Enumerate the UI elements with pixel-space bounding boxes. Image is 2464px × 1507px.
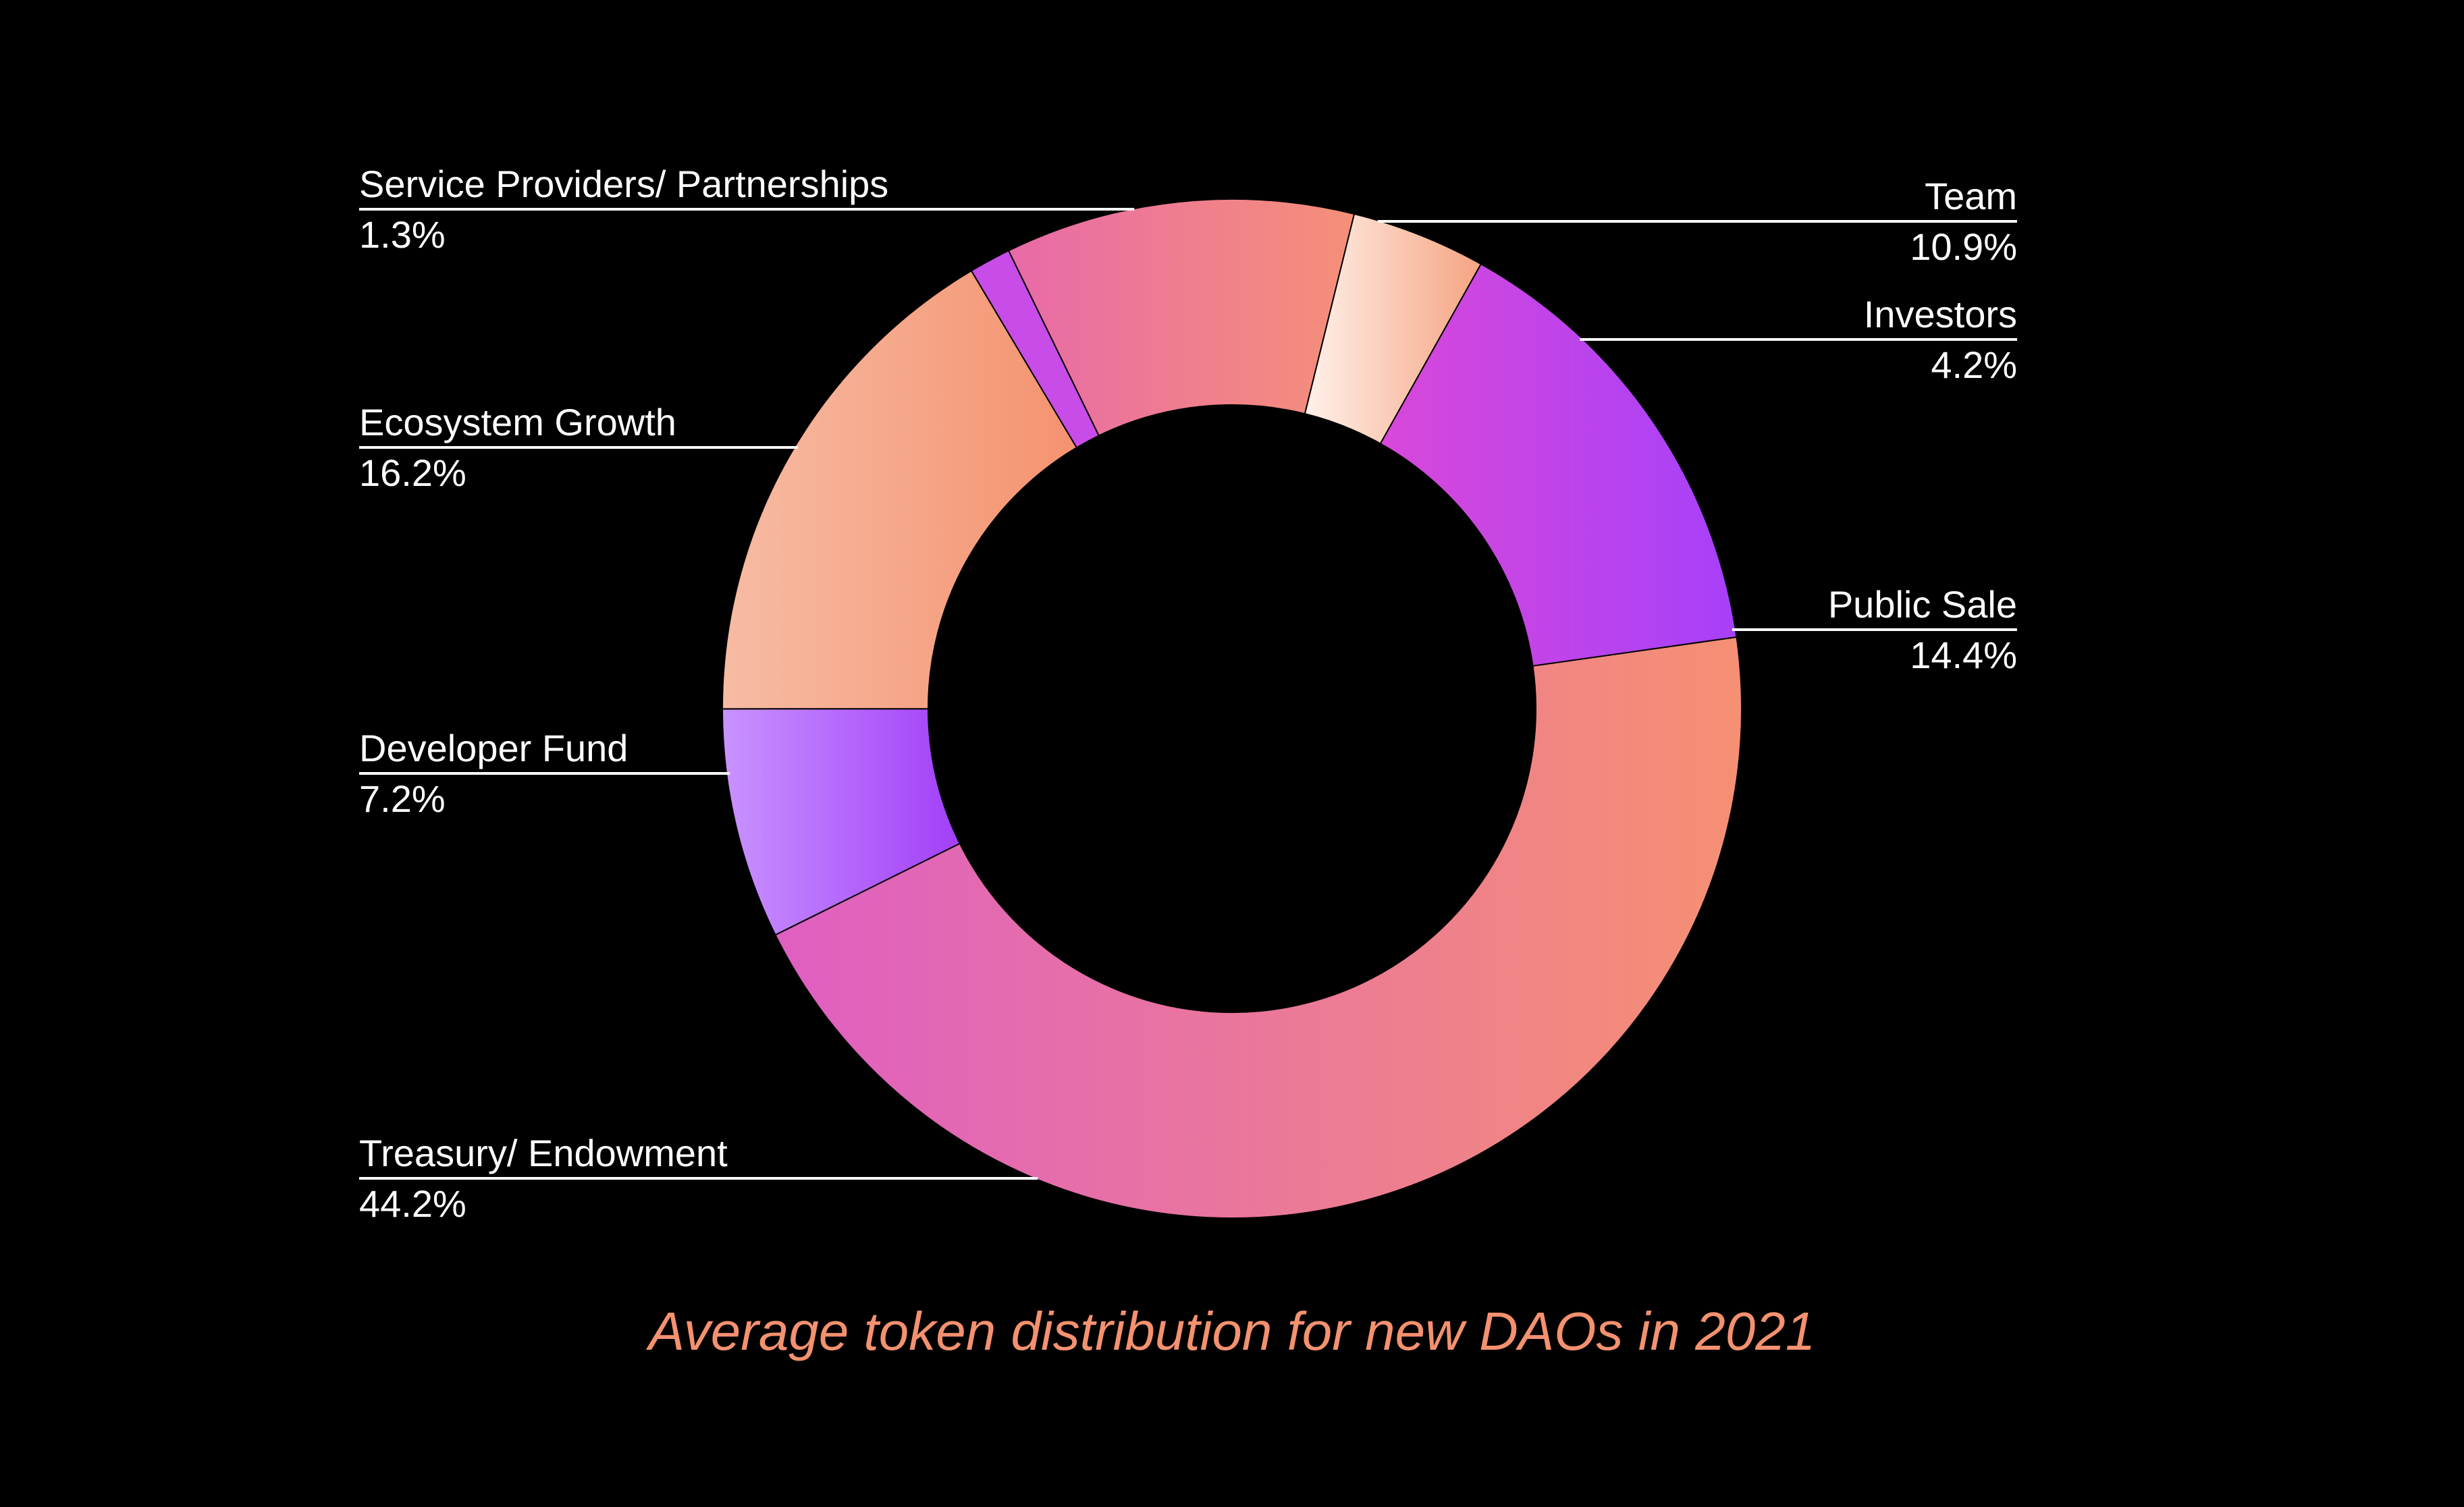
chart-title: Average token distribution for new DAOs … (646, 1301, 1815, 1361)
slice-label: Ecosystem Growth (359, 401, 676, 443)
slice-value-label: 14.4% (1910, 634, 2017, 676)
slice-public-sale (1379, 263, 1738, 667)
slice-value-label: 16.2% (359, 451, 466, 494)
slice-label: Team (1925, 175, 2017, 217)
slice-team (1007, 198, 1356, 437)
slice-ecosystem-growth (721, 269, 1078, 710)
slice-value-label: 1.3% (359, 213, 446, 256)
slice-service-providers-partnerships (970, 250, 1100, 449)
slice-labels: Team 10.9% Investors 4.2% Public Sale 14.4% Tr… (359, 163, 2017, 1225)
slice-value-label: 7.2% (359, 777, 446, 820)
slice-label: Investors (1864, 293, 2017, 335)
slice-label: Treasury/ Endowment (359, 1132, 728, 1174)
slice-treasury-endowment (774, 636, 1742, 1220)
slice-value-label: 10.9% (1910, 225, 2017, 268)
slice-value-label: 44.2% (359, 1182, 466, 1225)
leader-lines (359, 208, 2017, 1180)
slice-value-label: 4.2% (1931, 344, 2017, 386)
slice-label: Developer Fund (359, 727, 628, 769)
slice-label: Public Sale (1828, 583, 2017, 626)
donut-slices (721, 198, 1742, 1220)
slice-label: Service Providers/ Partnerships (359, 163, 888, 205)
